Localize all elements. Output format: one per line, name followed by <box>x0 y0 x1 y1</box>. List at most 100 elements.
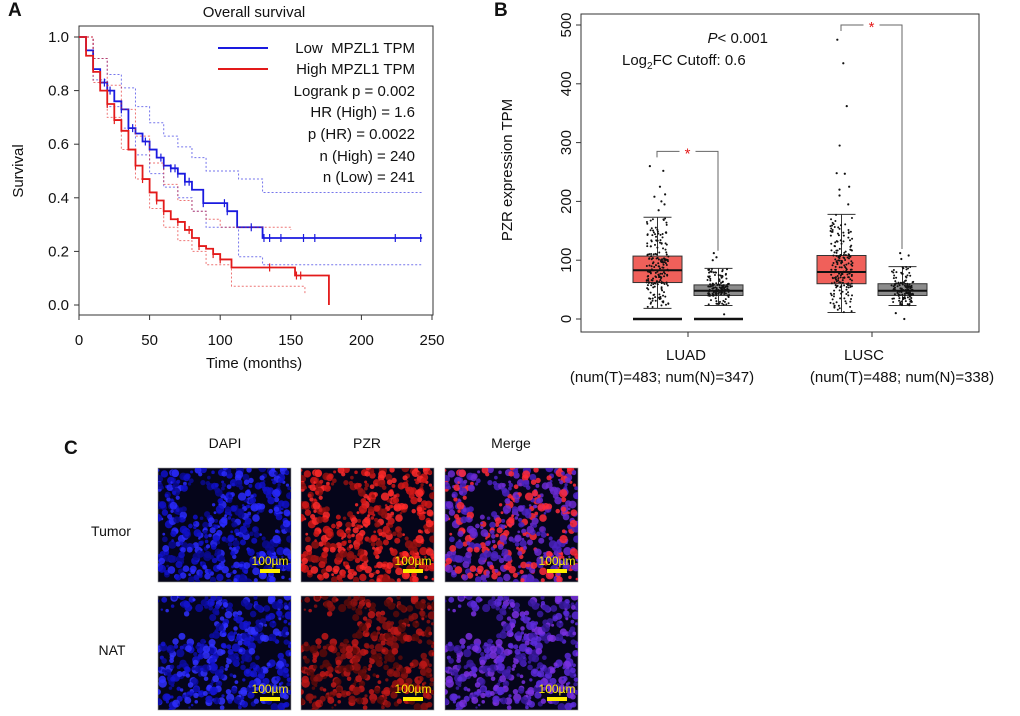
cell <box>495 639 503 647</box>
data-point-luad-tumor <box>647 277 650 280</box>
cell <box>447 470 456 478</box>
data-point-luad-tumor <box>645 281 648 284</box>
data-point-lusc-tumor <box>839 255 842 258</box>
data-point-luad-normal <box>726 268 729 271</box>
data-point-luad-tumor <box>658 293 661 296</box>
cell <box>301 688 304 695</box>
cell <box>343 667 347 672</box>
cell <box>303 641 309 647</box>
cell <box>509 601 516 608</box>
cell <box>574 644 578 649</box>
cell <box>415 489 424 498</box>
cell <box>530 637 538 644</box>
cell <box>562 666 566 670</box>
cell <box>457 481 460 484</box>
cell <box>549 479 553 483</box>
scale-bar <box>403 569 423 573</box>
data-point-lusc-tumor <box>848 253 851 256</box>
data-point-lusc-tumor <box>850 260 853 263</box>
cell <box>353 544 360 550</box>
cell <box>369 693 378 702</box>
cell <box>247 626 256 636</box>
cell <box>327 666 334 673</box>
cell <box>204 511 211 518</box>
cell <box>425 548 434 556</box>
cell <box>234 479 243 488</box>
cell <box>234 614 239 618</box>
data-point-luad-tumor <box>650 279 653 282</box>
data-point-luad-tumor <box>654 296 657 299</box>
cell <box>414 478 417 482</box>
cell <box>170 509 174 513</box>
cell <box>430 690 434 695</box>
cell <box>283 667 289 674</box>
cell <box>457 509 461 513</box>
cell <box>227 648 234 655</box>
cell <box>198 472 203 477</box>
cell <box>571 611 578 620</box>
data-point-lusc-tumor <box>836 275 839 278</box>
cell <box>561 675 568 682</box>
cell <box>449 532 453 536</box>
cell <box>448 509 456 516</box>
cell <box>549 667 556 674</box>
cell <box>336 521 339 525</box>
micrograph-nat-pzr: 100µm <box>300 595 435 711</box>
data-point-lusc-normal <box>908 304 911 307</box>
cell <box>343 599 351 607</box>
cell <box>200 667 204 672</box>
cell <box>273 506 280 512</box>
cell <box>225 572 231 578</box>
data-point-lusc-normal <box>895 276 898 279</box>
cell <box>322 572 330 579</box>
cell <box>261 536 266 541</box>
data-point-lusc-tumor <box>850 216 853 219</box>
data-point-luad-tumor <box>662 247 665 250</box>
cell <box>487 638 493 645</box>
cell <box>201 561 206 566</box>
cell <box>353 596 360 602</box>
data-point-luad-tumor <box>660 282 663 285</box>
scale-bar <box>547 697 567 701</box>
cell <box>561 471 565 475</box>
cell <box>274 529 279 534</box>
data-point-lusc-tumor <box>844 250 847 253</box>
cell <box>448 658 454 664</box>
cell <box>431 652 434 656</box>
cell <box>363 642 370 649</box>
data-point-lusc-tumor <box>850 268 853 271</box>
cell <box>565 617 569 621</box>
cell <box>364 606 367 610</box>
data-point-lusc-tumor <box>833 251 836 254</box>
cell <box>326 600 334 608</box>
cell <box>426 639 433 645</box>
data-point-lusc-tumor <box>834 265 837 268</box>
cell <box>489 564 495 570</box>
data-point-lusc-tumor <box>846 273 849 276</box>
cell <box>573 535 578 543</box>
cell <box>189 478 194 484</box>
cell <box>164 669 172 676</box>
cell <box>161 509 169 516</box>
cell <box>184 697 192 704</box>
cell <box>540 578 545 582</box>
significance-star-lusc: * <box>869 19 875 36</box>
cell <box>282 519 291 528</box>
cell <box>364 470 371 477</box>
data-point-luad-tumor <box>662 271 665 274</box>
cell <box>482 604 491 613</box>
cell <box>362 616 368 621</box>
cell <box>364 694 368 698</box>
data-point-luad-normal <box>727 302 730 305</box>
cell <box>480 686 486 692</box>
cell <box>474 482 479 486</box>
cell <box>417 529 422 534</box>
cell <box>236 546 240 549</box>
data-point-luad-tumor <box>659 241 662 244</box>
cell <box>470 611 477 617</box>
data-point-lusc-tumor <box>840 242 843 245</box>
cell <box>496 601 501 606</box>
survival-curve-high <box>79 36 330 305</box>
cell <box>427 611 434 620</box>
outlier-point-lusc-tumor <box>848 185 851 188</box>
